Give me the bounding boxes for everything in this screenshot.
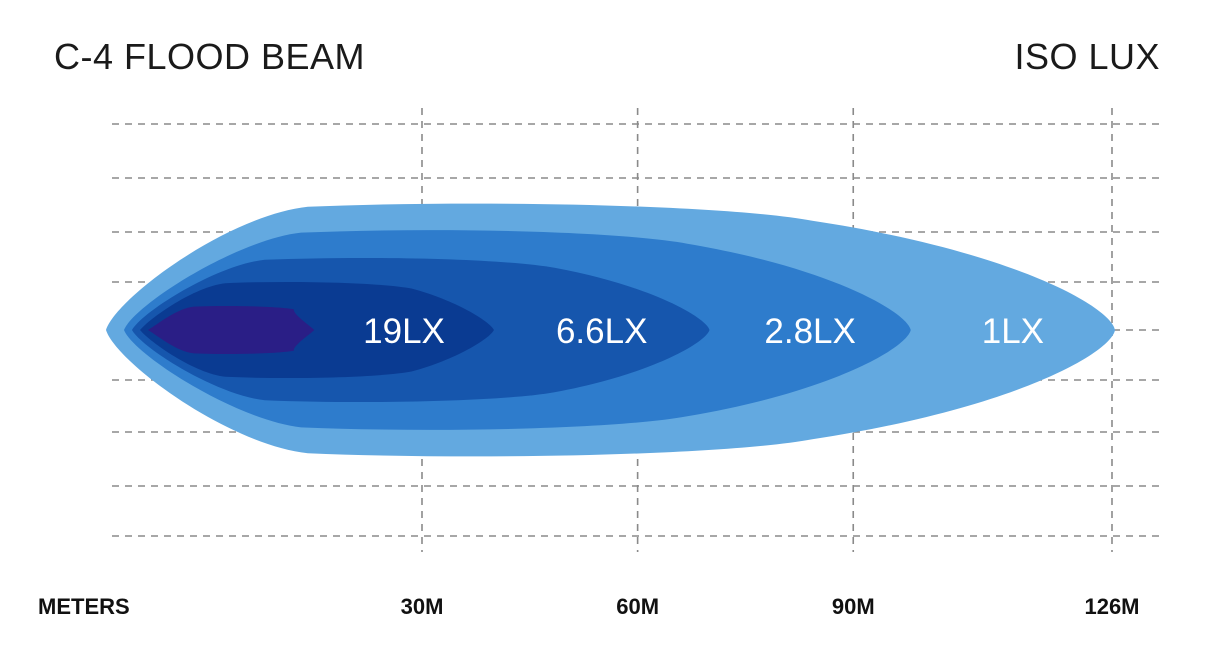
x-axis: METERS 30M 60M 90M 126M	[38, 594, 1140, 619]
x-tick-label: 126M	[1084, 594, 1139, 619]
contour-label: 2.8LX	[764, 312, 855, 351]
x-tick-label: 90M	[832, 594, 875, 619]
contour-labels: 1LX 2.8LX 6.6LX 19LX	[363, 312, 1044, 351]
chart-title: C-4 FLOOD BEAM	[54, 36, 366, 77]
beam-contours	[106, 203, 1115, 457]
x-tick-label: 30M	[401, 594, 444, 619]
x-tick-label: 60M	[616, 594, 659, 619]
contour-19lx	[140, 281, 494, 379]
chart-subtitle: ISO LUX	[1014, 36, 1160, 77]
contour-label: 19LX	[363, 312, 445, 351]
contour-core	[148, 305, 315, 355]
contour-label: 1LX	[982, 312, 1044, 351]
contour-label: 6.6LX	[556, 312, 647, 351]
x-axis-label: METERS	[38, 594, 130, 619]
